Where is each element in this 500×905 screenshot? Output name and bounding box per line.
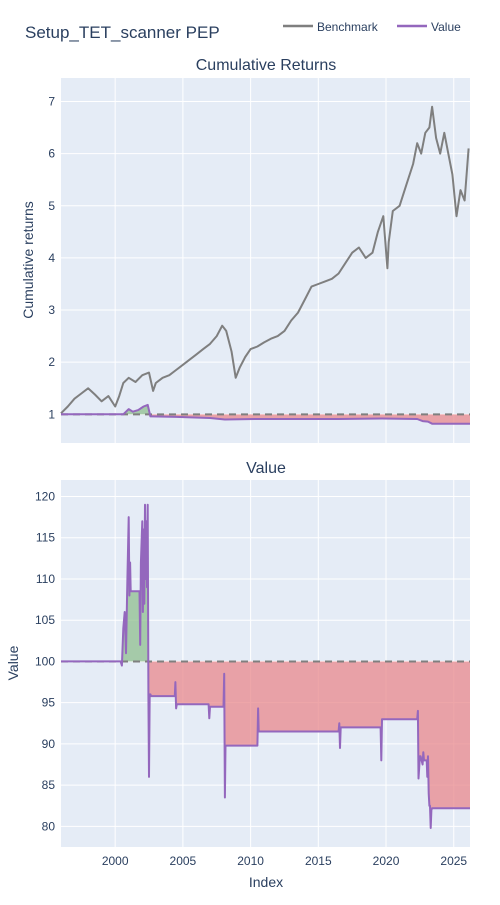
y-tick-label: 100 bbox=[35, 654, 55, 668]
y-axis-title-cumulative-returns: Cumulative returns bbox=[20, 201, 36, 319]
x-tick-label: 2000 bbox=[102, 854, 129, 868]
y-axis-title-value: Value bbox=[5, 645, 21, 680]
y-tick-label: 85 bbox=[42, 778, 56, 792]
y-tick-label: 4 bbox=[48, 251, 55, 265]
series-line-benchmark[interactable] bbox=[60, 105, 470, 415]
loss-area bbox=[148, 661, 471, 829]
y-tick-label: 80 bbox=[42, 819, 56, 833]
series-cumulative-returns bbox=[60, 105, 470, 425]
x-axis-title: Index bbox=[249, 874, 283, 890]
y-tick-label: 95 bbox=[42, 696, 56, 710]
y-tick-label: 2 bbox=[48, 355, 55, 369]
legend-item-benchmark[interactable]: Benchmark bbox=[283, 20, 379, 34]
x-ticks-value: 2000 2005 2010 2015 2020 2025 bbox=[102, 854, 468, 868]
legend-label-benchmark: Benchmark bbox=[317, 20, 379, 34]
subplot-title-value: Value bbox=[246, 460, 286, 477]
chart-title: Setup_TET_scanner PEP bbox=[25, 23, 220, 42]
y-tick-label: 90 bbox=[42, 737, 56, 751]
x-tick-label: 2025 bbox=[440, 854, 467, 868]
series-value bbox=[61, 503, 470, 829]
plot-area-cumulative-returns bbox=[61, 78, 470, 443]
series-line-value[interactable] bbox=[61, 503, 470, 829]
y-tick-label: 120 bbox=[35, 489, 55, 503]
y-tick-label: 3 bbox=[48, 303, 55, 317]
x-tick-label: 2020 bbox=[373, 854, 400, 868]
y-tick-label: 115 bbox=[36, 531, 55, 545]
y-ticks-value: 80 85 90 95 100 105 110 115 120 bbox=[35, 489, 55, 833]
legend-label-value: Value bbox=[431, 20, 461, 34]
legend-item-value[interactable]: Value bbox=[397, 20, 461, 34]
x-tick-label: 2005 bbox=[170, 854, 197, 868]
y-ticks-cumulative-returns: 1 2 3 4 5 6 7 bbox=[48, 94, 55, 421]
y-tick-label: 105 bbox=[35, 613, 55, 627]
y-tick-label: 6 bbox=[48, 147, 55, 161]
x-tick-label: 2015 bbox=[305, 854, 332, 868]
legend: Benchmark Value bbox=[283, 20, 461, 34]
y-tick-label: 7 bbox=[48, 94, 55, 108]
subplot-title-cumulative-returns: Cumulative Returns bbox=[196, 57, 337, 74]
gain-area bbox=[61, 404, 150, 415]
y-tick-label: 5 bbox=[48, 199, 55, 213]
y-tick-label: 110 bbox=[36, 572, 55, 586]
x-tick-label: 2010 bbox=[237, 854, 264, 868]
y-tick-label: 1 bbox=[48, 407, 55, 421]
series-line-value[interactable] bbox=[61, 403, 470, 425]
